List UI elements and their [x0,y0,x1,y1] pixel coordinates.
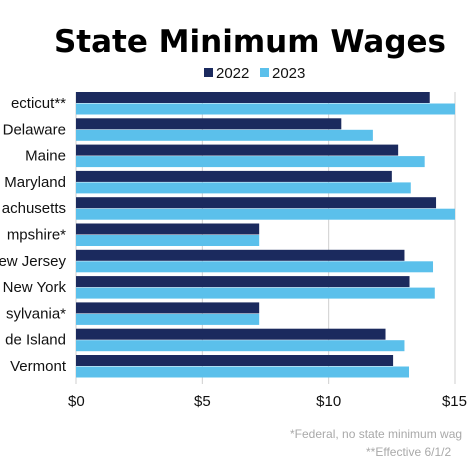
bar-2023 [76,235,260,246]
legend-label-2023: 2023 [272,65,305,82]
legend-label-2022: 2022 [216,65,249,82]
bar-2023 [76,103,455,115]
bar-2022 [76,118,342,130]
category-label: ew Jersey [0,253,66,270]
bar-2022 [76,144,399,156]
bar-2023 [76,156,425,168]
x-tick-labels: $0 $5 $10 $15 [68,393,467,410]
bar-2022 [76,92,430,103]
bar-2022 [76,355,394,366]
category-label: Delaware [3,121,66,138]
bar-2023 [76,261,434,273]
category-label: de Island [5,332,66,349]
bar-2023 [76,129,373,141]
category-label: New York [3,279,67,296]
category-label: mpshire* [7,227,66,244]
bar-2023 [76,366,410,378]
bar-2022 [76,302,260,314]
category-label: Vermont [10,358,67,375]
x-tick-label: $10 [316,393,341,410]
category-label: Maine [25,148,66,165]
footnote-effective: **Effective 6/1/2 [366,445,451,459]
category-label: achusetts [2,200,66,217]
x-tick-label: $5 [194,393,211,410]
footnote-federal: *Federal, no state minimum wag [290,427,462,441]
category-label: sylvania* [6,305,66,322]
bar-2022 [76,276,410,288]
bar-2022 [76,328,386,340]
legend: 2022 2023 [204,65,305,82]
category-label: ecticut** [11,95,66,112]
bar-2023 [76,182,411,194]
bars [76,92,455,378]
category-labels: ecticut** Delaware Maine Maryland achusetts m… [0,95,67,375]
x-tick-label: $15 [442,393,467,410]
bar-2022 [76,223,260,235]
bar-2023 [76,208,455,220]
bar-2022 [76,249,405,261]
bar-2023 [76,313,260,325]
bar-2022 [76,170,392,182]
bar-2022 [76,197,437,209]
legend-swatch-2022 [204,68,213,77]
legend-swatch-2023 [260,68,269,77]
chart-title: State Minimum Wages [54,24,446,60]
bar-2023 [76,340,405,352]
category-label: Maryland [4,174,66,191]
bar-2023 [76,287,435,299]
x-tick-label: $0 [68,393,85,410]
